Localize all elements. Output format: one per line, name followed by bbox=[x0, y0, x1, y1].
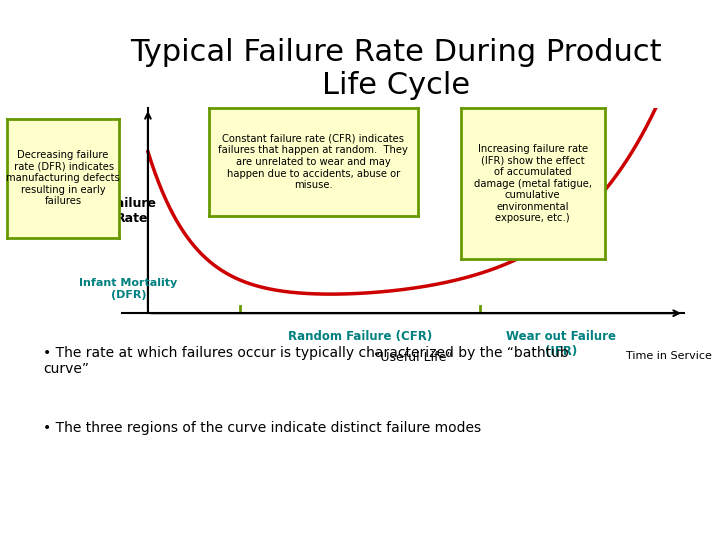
Text: Wear out Failure
(IFR): Wear out Failure (IFR) bbox=[506, 330, 616, 359]
Text: “Useful Life”: “Useful Life” bbox=[374, 351, 453, 364]
Text: Failure
Rate: Failure Rate bbox=[109, 197, 157, 225]
Text: Random Failure (CFR): Random Failure (CFR) bbox=[288, 330, 432, 343]
Text: Decreasing failure
 rate (DFR) indicates
manufacturing defects
resulting in earl: Decreasing failure rate (DFR) indicates … bbox=[6, 150, 120, 206]
Text: • The three regions of the curve indicate distinct failure modes: • The three regions of the curve indicat… bbox=[43, 421, 482, 435]
Text: Typical Failure Rate During Product
Life Cycle: Typical Failure Rate During Product Life… bbox=[130, 38, 662, 100]
Text: Time in Service: Time in Service bbox=[626, 351, 711, 361]
Text: Increasing failure rate
(IFR) show the effect
of accumulated
damage (metal fatig: Increasing failure rate (IFR) show the e… bbox=[474, 144, 592, 224]
Text: • The rate at which failures occur is typically characterized by the “bathtub
cu: • The rate at which failures occur is ty… bbox=[43, 346, 569, 376]
Text: Infant Mortality
(DFR): Infant Mortality (DFR) bbox=[79, 279, 178, 300]
Text: Constant failure rate (CFR) indicates
failures that happen at random.  They
are : Constant failure rate (CFR) indicates fa… bbox=[218, 134, 408, 190]
